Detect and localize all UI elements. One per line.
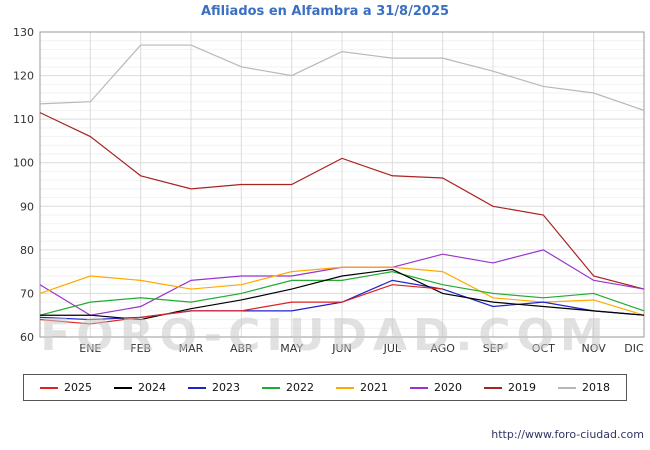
legend-label-2019: 2019 [508,381,536,394]
y-tick-label: 130 [13,26,34,39]
x-tick-label: AGO [430,342,455,355]
chart-legend: 2025 2024 2023 2022 2021 2020 2019 2018 [23,374,627,401]
chart-title: Afiliados en Alfambra a 31/8/2025 [200,4,450,19]
legend-label-2018: 2018 [582,381,610,394]
legend-item-2022: 2022 [262,381,314,394]
legend-swatch-2022 [262,386,280,389]
series-line-2018 [39,44,645,111]
legend-swatch-2020 [410,386,428,389]
x-tick-label: ENE [79,342,101,355]
x-tick-label: JUL [383,342,402,355]
legend-item-2020: 2020 [410,381,462,394]
y-tick-label: 90 [20,200,34,213]
x-tick-label: SEP [483,342,504,355]
legend-swatch-2021 [336,386,354,389]
legend-item-2023: 2023 [188,381,240,394]
x-tick-label: DIC [624,342,644,355]
legend-swatch-2019 [484,386,502,389]
x-tick-label: ABR [230,342,253,355]
series-line-2025 [39,284,443,325]
y-tick-label: 110 [13,113,34,126]
series-line-2019 [39,112,645,290]
legend-item-2018: 2018 [558,381,610,394]
legend-item-2024: 2024 [114,381,166,394]
y-tick-label: 80 [20,244,34,257]
y-tick-label: 100 [13,157,34,170]
x-tick-label: NOV [582,342,607,355]
legend-label-2024: 2024 [138,381,166,394]
legend-label-2023: 2023 [212,381,240,394]
x-tick-label: MAR [179,342,204,355]
x-tick-label: JUN [331,342,352,355]
line-chart: 60 70 80 90 100 110 120 130 ENE FEB MAR ABR MAY JUN JU… [13,26,645,355]
x-tick-label: OCT [532,342,555,355]
plot-border [39,31,645,338]
legend-label-2025: 2025 [64,381,92,394]
legend-swatch-2025 [40,386,58,389]
y-tick-label: 120 [13,70,34,83]
legend-swatch-2018 [558,386,576,389]
legend-item-2021: 2021 [336,381,388,394]
x-tick-label: MAY [280,342,303,355]
legend-swatch-2024 [114,386,132,389]
legend-label-2021: 2021 [360,381,388,394]
legend-label-2022: 2022 [286,381,314,394]
series-line-2024 [40,268,645,321]
legend-label-2020: 2020 [434,381,462,394]
x-tick-label: FEB [130,342,151,355]
legend-item-2025: 2025 [40,381,92,394]
series-line-2022 [39,271,645,316]
y-tick-label: 60 [20,331,34,344]
y-tick-label: 70 [20,287,34,300]
source-url[interactable]: http://www.foro-ciudad.com [491,428,644,441]
legend-swatch-2023 [188,386,206,389]
legend-item-2019: 2019 [484,381,536,394]
